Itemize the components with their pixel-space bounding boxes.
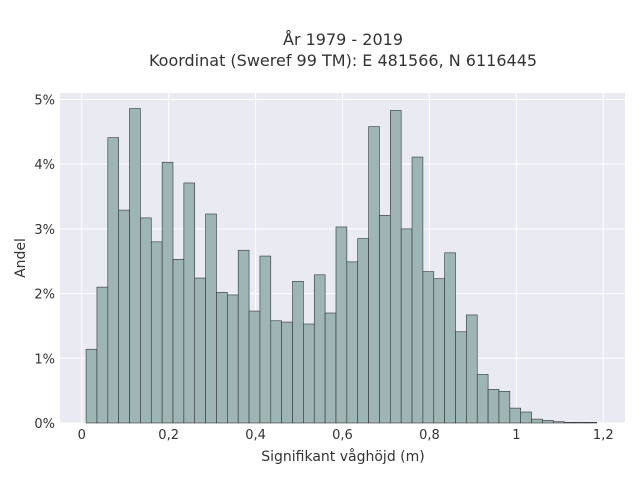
x-tick-label: 1,2	[593, 428, 614, 443]
histogram-bar	[400, 228, 413, 424]
chart-subtitle: Koordinat (Sweref 99 TM): E 481566, N 61…	[149, 51, 537, 70]
histogram-bar	[150, 241, 163, 424]
histogram-bar	[422, 271, 435, 424]
histogram-bar	[476, 374, 489, 424]
histogram-bar	[574, 422, 587, 424]
y-axis-ticks: 0% 1% 2% 3% 4% 5%	[34, 93, 55, 432]
histogram-bar	[270, 320, 282, 424]
histogram-bar	[563, 422, 576, 424]
histogram-bar	[390, 110, 402, 424]
histogram-bar	[140, 217, 152, 424]
y-axis-label: Andel	[13, 238, 29, 278]
histogram-bar	[194, 277, 206, 424]
x-tick-label: 0,2	[158, 428, 179, 443]
histogram-bar	[531, 418, 543, 424]
x-tick-label: 0,6	[332, 428, 353, 443]
histogram-bar	[585, 422, 598, 424]
histogram-bar	[227, 294, 239, 424]
histogram-bar	[433, 278, 445, 424]
x-tick-label: 1	[512, 428, 520, 443]
histogram-bar	[498, 390, 511, 424]
histogram-bar	[85, 348, 98, 424]
histogram-bar	[129, 108, 141, 424]
histogram-bar	[487, 389, 500, 424]
histogram-bar	[205, 213, 217, 424]
histogram-bar	[248, 310, 261, 424]
histogram-bar	[161, 161, 174, 424]
histogram-bar	[335, 226, 348, 424]
histogram-bar	[509, 407, 521, 424]
histogram-bar	[368, 126, 380, 424]
histogram-bar	[107, 137, 119, 424]
histogram-bar	[520, 411, 532, 424]
y-tick-label: 3%	[34, 223, 55, 238]
histogram-bar	[183, 182, 196, 424]
bars	[85, 108, 598, 424]
histogram-bar	[96, 286, 109, 424]
histogram-bar	[313, 274, 326, 424]
histogram-bar	[346, 261, 359, 424]
x-axis-ticks: 0 0,2 0,4 0,6 0,8 1 1,2	[78, 428, 614, 443]
chart-title: År 1979 - 2019	[283, 30, 403, 49]
histogram-bar	[411, 156, 424, 424]
histogram-bar	[542, 420, 554, 424]
y-tick-label: 5%	[34, 93, 55, 108]
y-tick-label: 4%	[34, 158, 55, 173]
histogram-bar	[379, 214, 391, 424]
histogram-bar	[172, 258, 185, 424]
x-tick-label: 0,8	[419, 428, 440, 443]
histogram-bar	[281, 321, 293, 424]
histogram-bar	[466, 314, 478, 424]
histogram-bar	[455, 331, 467, 424]
histogram-bar	[324, 312, 337, 424]
histogram-bar	[444, 252, 456, 424]
histogram-bar	[237, 249, 250, 424]
histogram-bar	[216, 291, 228, 424]
histogram-bar	[118, 209, 130, 424]
histogram-bar	[292, 280, 304, 424]
histogram-bar	[357, 238, 369, 424]
histogram-bar	[552, 421, 565, 424]
x-axis-label: Signifikant våghöjd (m)	[261, 448, 424, 465]
histogram-bar	[303, 323, 315, 424]
histogram-bar	[259, 255, 272, 424]
y-tick-label: 2%	[34, 288, 55, 303]
x-tick-label: 0,4	[245, 428, 266, 443]
y-tick-label: 0%	[34, 417, 55, 432]
x-tick-label: 0	[78, 428, 86, 443]
y-tick-label: 1%	[34, 352, 55, 367]
